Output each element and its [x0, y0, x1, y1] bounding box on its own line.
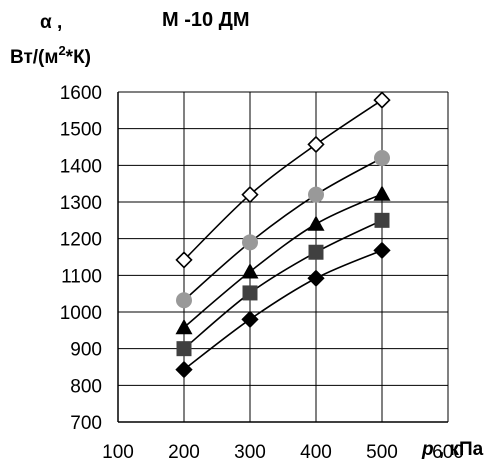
data-point-triangle [307, 215, 325, 231]
x-tick-label: 400 [300, 442, 332, 463]
data-point-circle [242, 234, 258, 251]
x-tick-label: 600 [432, 442, 464, 463]
x-tick-label: 200 [168, 442, 200, 463]
y-tick-label: 1000 [60, 303, 102, 324]
y-axis-unit: Вт/(м2*К) [10, 43, 91, 68]
data-point-circle [176, 292, 192, 309]
data-point-square [176, 341, 192, 357]
data-point-triangle [241, 263, 259, 279]
y-tick-label: 700 [70, 413, 102, 434]
y-axis-unit-post: *К) [66, 47, 91, 68]
data-point-diamond [307, 269, 325, 287]
y-tick-label: 1100 [61, 266, 102, 287]
x-axis-label: p , кПа [421, 439, 484, 460]
data-point-circle [308, 186, 324, 203]
data-point-circle [374, 150, 390, 166]
series-line-4 [183, 219, 383, 350]
y-axis-symbol: α , [40, 12, 62, 33]
x-tick-label: 100 [102, 442, 134, 463]
y-tick-label: 800 [70, 376, 102, 397]
x-axis-symbol: p [421, 439, 434, 460]
y-axis-unit-sup: 2 [58, 43, 65, 58]
y-tick-label: 1200 [60, 230, 102, 251]
data-point-diamond-open [241, 186, 259, 204]
series-markers [175, 91, 391, 379]
series-line-5 [183, 249, 383, 371]
series-line-2 [183, 157, 383, 301]
data-point-diamond [373, 241, 391, 260]
y-tick-label: 1400 [60, 156, 102, 177]
data-point-square [374, 212, 390, 228]
data-point-triangle [373, 185, 391, 201]
data-point-square [242, 285, 258, 301]
x-tick-label: 500 [366, 442, 398, 463]
y-tick-label: 1500 [60, 120, 102, 141]
chart-title: М -10 ДМ [162, 9, 250, 31]
series-lines [183, 99, 383, 371]
tick-labels: 700 800 900 1000 1100 1200 1300 1400 1500 1600 100… [60, 83, 464, 463]
series-line-3 [183, 193, 383, 329]
data-point-diamond-open [373, 91, 391, 109]
series-line-1 [183, 99, 383, 261]
x-axis-unit: , кПа [434, 439, 484, 460]
data-point-diamond [175, 360, 193, 379]
y-tick-label: 1300 [60, 193, 102, 214]
data-point-diamond-open [307, 135, 325, 154]
data-point-square [308, 244, 324, 260]
x-tick-label: 300 [234, 442, 266, 463]
y-tick-label: 900 [70, 340, 102, 361]
y-tick-label: 1600 [60, 83, 102, 104]
y-axis-unit-pre: Вт/(м [10, 47, 58, 68]
data-point-diamond-open [175, 251, 193, 269]
data-point-triangle [175, 318, 193, 335]
data-point-diamond [241, 310, 259, 328]
grid [117, 91, 449, 423]
